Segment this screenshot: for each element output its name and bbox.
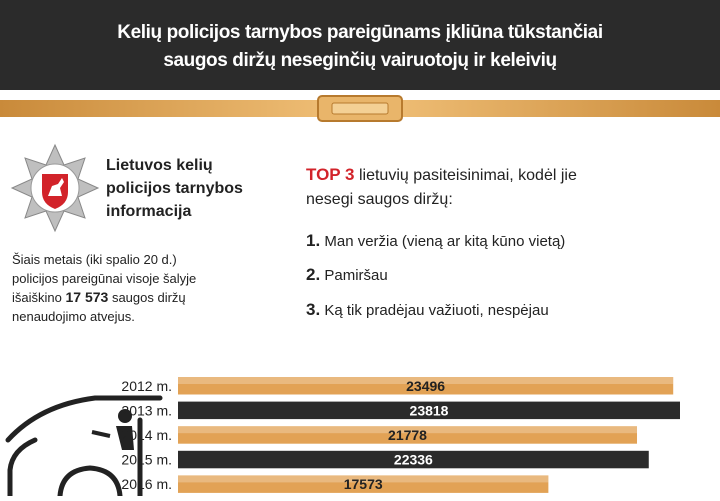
bar-chart: 2012 m. 23496 2013 m. 23818 2014 m. 21778 2015… <box>121 377 680 493</box>
bar <box>178 475 549 493</box>
info-text-part: policijos pareigūnai visoje šalyje <box>12 271 196 286</box>
header-band <box>0 0 720 90</box>
top-heading: TOP 3 lietuvių pasiteisinimai, kodėl jie <box>306 165 577 184</box>
bar-shine <box>178 426 638 434</box>
info-text: nenaudojimo atvejus. <box>12 309 135 324</box>
top-heading: nesegi saugos diržų: <box>306 191 453 208</box>
top-item: 2. Pamiršau <box>306 265 388 284</box>
info-text: Šiais metais (iki spalio 20 d.) <box>12 252 177 267</box>
car-front <box>7 437 38 499</box>
info-heading: informacija <box>106 203 191 220</box>
info-heading: Lietuvos kelių <box>106 157 213 174</box>
y-tick-label: 2013 m. <box>121 402 172 418</box>
top-item-number: 2. <box>306 265 320 284</box>
driver-head <box>118 409 132 423</box>
police-logo <box>10 143 100 233</box>
top-item-number: 1. <box>306 231 320 250</box>
y-tick-label: 2014 m. <box>121 427 172 443</box>
info-text: policijos pareigūnai visoje šalyje <box>12 271 196 286</box>
info-text-part: išaiškino <box>12 290 62 305</box>
info-text-part: nenaudojimo atvejus. <box>12 309 135 324</box>
info-heading: policijos tarnybos <box>106 180 243 197</box>
info-text-part: Šiais metais (iki spalio 20 d.) <box>12 252 177 267</box>
title-line: Kelių policijos tarnybos pareigūnams įkl… <box>117 22 602 43</box>
driver-body <box>116 426 134 450</box>
bar <box>178 401 680 420</box>
top-heading-part: lietuvių pasiteisinimai, kodėl jie <box>359 167 577 184</box>
car-roof <box>5 395 163 443</box>
bar-shine <box>178 377 674 384</box>
steering <box>91 430 111 438</box>
data-label: 23496 <box>406 378 445 394</box>
driver-icon <box>91 409 134 450</box>
data-label: 23818 <box>410 402 449 418</box>
data-label: 22336 <box>394 452 433 468</box>
top-item: 1. Man veržia (vieną ar kitą kūno vietą) <box>306 231 565 250</box>
info-text-number: 17 573 <box>65 289 108 305</box>
logo-knight <box>48 178 64 196</box>
car-illustration <box>5 395 163 499</box>
title-line: saugos diržų neseginčių vairuotojų ir ke… <box>163 50 556 71</box>
info-text-part: saugos diržų <box>112 290 186 305</box>
top-item-text: Pamiršau <box>324 267 387 284</box>
bar-shine <box>178 475 549 483</box>
bar <box>178 450 649 469</box>
y-tick-label: 2016 m. <box>121 476 172 492</box>
car-wheel-arch <box>57 465 123 499</box>
y-tick-label: 2015 m. <box>121 452 172 468</box>
bar <box>178 377 674 395</box>
bar <box>178 426 638 444</box>
top-item-number: 3. <box>306 300 320 319</box>
top-highlight: TOP 3 <box>306 165 355 184</box>
info-text: išaiškino 17 573 saugos diržų <box>12 289 186 305</box>
top-item-text: Man veržia (vieną ar kitą kūno vietą) <box>324 233 565 250</box>
data-label: 21778 <box>388 427 427 443</box>
belt-buckle-inner <box>331 102 389 115</box>
top-item: 3. Ką tik pradėjau važiuoti, nespėjau <box>306 300 549 319</box>
y-tick-label: 2012 m. <box>121 378 172 394</box>
top-item-text: Ką tik pradėjau važiuoti, nespėjau <box>324 302 548 319</box>
data-label: 17573 <box>344 476 383 492</box>
